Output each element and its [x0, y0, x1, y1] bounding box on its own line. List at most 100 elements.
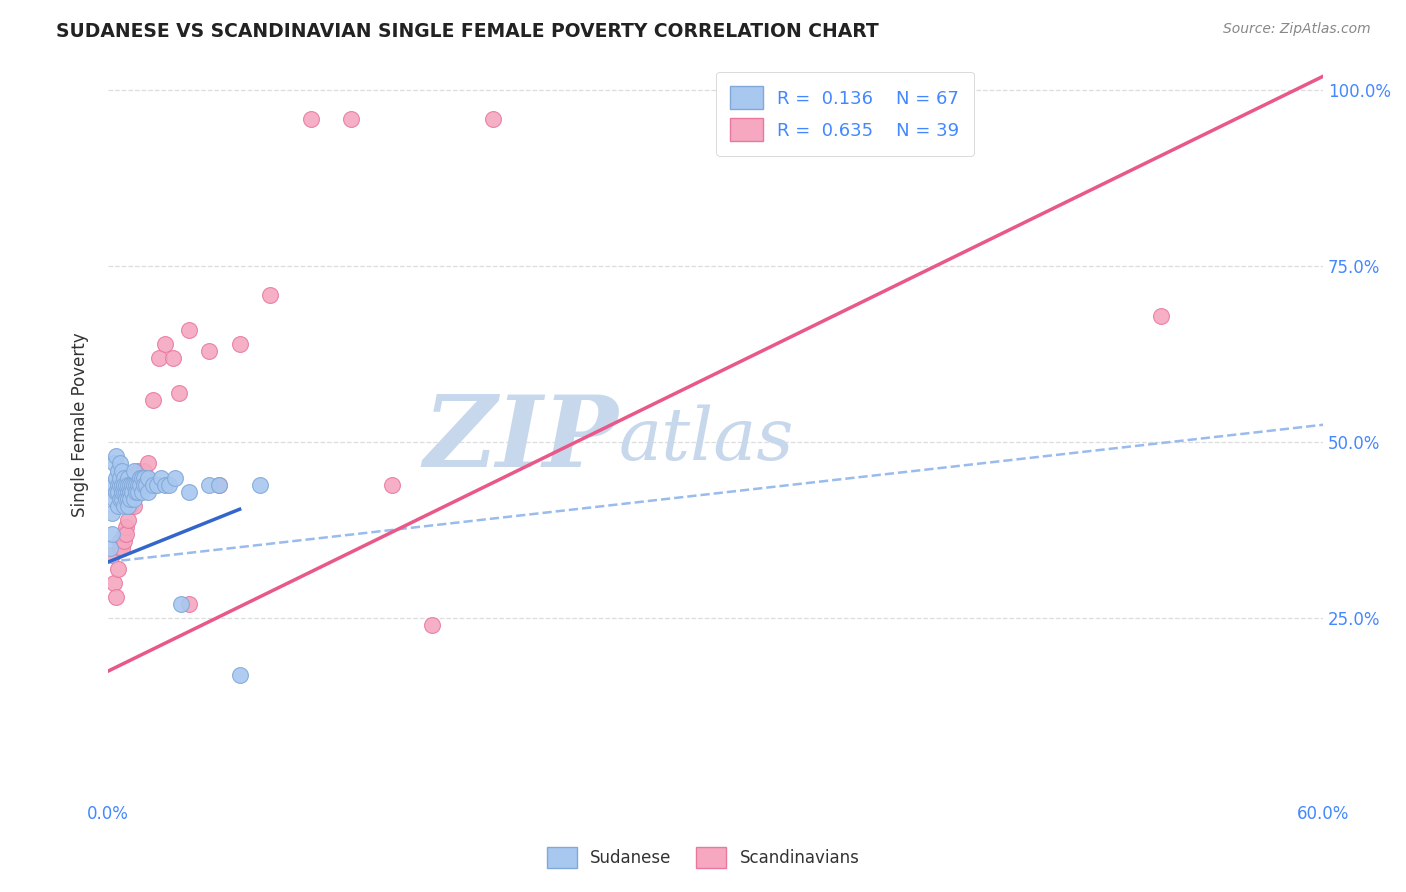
Point — [117, 499, 139, 513]
Point — [115, 491, 138, 506]
Legend: R =  0.136    N = 67, R =  0.635    N = 39: R = 0.136 N = 67, R = 0.635 N = 39 — [716, 71, 974, 156]
Point — [134, 477, 156, 491]
Point — [98, 541, 121, 555]
Point — [112, 477, 135, 491]
Point — [129, 477, 152, 491]
Point — [148, 351, 170, 365]
Point — [481, 112, 503, 126]
Point — [228, 667, 250, 681]
Point — [103, 457, 125, 471]
Point — [101, 548, 124, 562]
Point — [103, 576, 125, 591]
Point — [124, 499, 146, 513]
Point — [120, 499, 142, 513]
Point — [228, 336, 250, 351]
Point — [1150, 309, 1173, 323]
Point — [127, 477, 149, 491]
Point — [117, 513, 139, 527]
Point — [115, 477, 138, 491]
Point — [107, 562, 129, 576]
Text: Source: ZipAtlas.com: Source: ZipAtlas.com — [1223, 22, 1371, 37]
Point — [107, 484, 129, 499]
Point — [131, 484, 153, 499]
Point — [121, 484, 143, 499]
Point — [115, 527, 138, 541]
Point — [141, 477, 163, 491]
Point — [112, 527, 135, 541]
Point — [121, 484, 143, 499]
Point — [107, 477, 129, 491]
Point — [135, 477, 157, 491]
Point — [127, 463, 149, 477]
Point — [121, 477, 143, 491]
Point — [111, 463, 134, 477]
Point — [177, 484, 200, 499]
Point — [107, 499, 129, 513]
Point — [340, 112, 363, 126]
Point — [108, 491, 131, 506]
Point — [177, 323, 200, 337]
Point — [138, 457, 160, 471]
Point — [138, 484, 160, 499]
Point — [127, 484, 149, 499]
Point — [111, 541, 134, 555]
Point — [120, 477, 142, 491]
Point — [115, 520, 138, 534]
Point — [249, 477, 271, 491]
Point — [120, 484, 142, 499]
Point — [115, 484, 138, 499]
Point — [125, 477, 148, 491]
Point — [117, 491, 139, 506]
Text: atlas: atlas — [619, 404, 794, 475]
Point — [108, 477, 131, 491]
Point — [177, 597, 200, 611]
Point — [167, 386, 190, 401]
Point — [105, 450, 128, 464]
Y-axis label: Single Female Poverty: Single Female Poverty — [72, 333, 89, 517]
Point — [138, 470, 160, 484]
Point — [112, 499, 135, 513]
Point — [124, 491, 146, 506]
Point — [131, 470, 153, 484]
Point — [101, 527, 124, 541]
Point — [125, 477, 148, 491]
Text: SUDANESE VS SCANDINAVIAN SINGLE FEMALE POVERTY CORRELATION CHART: SUDANESE VS SCANDINAVIAN SINGLE FEMALE P… — [56, 22, 879, 41]
Point — [198, 343, 221, 358]
Point — [129, 470, 152, 484]
Point — [111, 484, 134, 499]
Point — [163, 470, 186, 484]
Point — [105, 484, 128, 499]
Point — [124, 463, 146, 477]
Point — [103, 477, 125, 491]
Point — [198, 477, 221, 491]
Point — [134, 470, 156, 484]
Point — [107, 463, 129, 477]
Legend: Sudanese, Scandinavians: Sudanese, Scandinavians — [540, 840, 866, 875]
Point — [129, 470, 152, 484]
Point — [111, 491, 134, 506]
Point — [117, 477, 139, 491]
Point — [101, 506, 124, 520]
Point — [112, 470, 135, 484]
Point — [117, 484, 139, 499]
Point — [120, 491, 142, 506]
Point — [141, 393, 163, 408]
Point — [111, 477, 134, 491]
Point — [125, 484, 148, 499]
Point — [112, 533, 135, 548]
Point — [157, 477, 180, 491]
Point — [208, 477, 231, 491]
Point — [259, 287, 281, 301]
Point — [170, 597, 193, 611]
Point — [108, 541, 131, 555]
Point — [208, 477, 231, 491]
Point — [153, 336, 176, 351]
Point — [108, 470, 131, 484]
Point — [149, 470, 172, 484]
Point — [124, 477, 146, 491]
Point — [299, 112, 322, 126]
Point — [162, 351, 184, 365]
Point — [105, 591, 128, 605]
Point — [420, 618, 443, 632]
Point — [134, 463, 156, 477]
